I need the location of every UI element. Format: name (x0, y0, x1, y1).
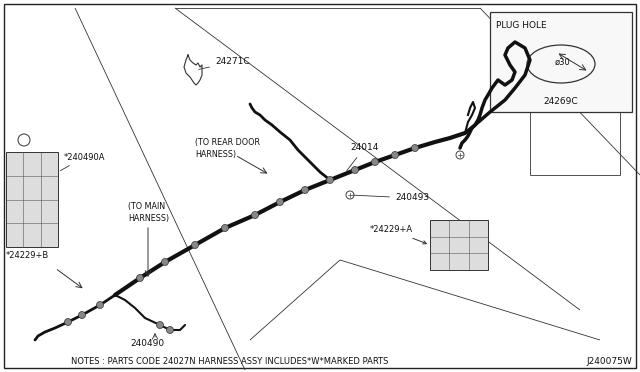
Circle shape (412, 144, 419, 151)
Bar (490, 12, 632, 112)
Text: (TO MAIN: (TO MAIN (128, 202, 165, 212)
Text: 24269C: 24269C (544, 97, 579, 106)
Circle shape (79, 311, 86, 318)
Text: (TO REAR DOOR: (TO REAR DOOR (195, 138, 260, 148)
Text: J240075W: J240075W (586, 357, 632, 366)
Circle shape (326, 176, 333, 183)
Circle shape (157, 321, 163, 328)
Circle shape (252, 212, 259, 218)
Circle shape (351, 167, 358, 173)
Text: PLUG HOLE: PLUG HOLE (496, 22, 547, 31)
Text: 240490: 240490 (130, 339, 164, 347)
Circle shape (301, 186, 308, 193)
Text: 24271C: 24271C (198, 58, 250, 70)
Text: *24229+A: *24229+A (370, 225, 426, 244)
Text: *24229+B: *24229+B (6, 251, 49, 260)
Text: *240490A: *240490A (60, 153, 106, 171)
Circle shape (65, 318, 72, 326)
Text: NOTES : PARTS CODE 24027N HARNESS ASSY INCLUDES*W*MARKED PARTS: NOTES : PARTS CODE 24027N HARNESS ASSY I… (71, 357, 388, 366)
Circle shape (371, 158, 378, 166)
Circle shape (161, 259, 168, 266)
Text: HARNESS): HARNESS) (195, 150, 236, 158)
Text: ø30: ø30 (555, 58, 571, 67)
Text: HARNESS): HARNESS) (128, 214, 169, 222)
Circle shape (392, 151, 399, 158)
Circle shape (221, 224, 228, 231)
Circle shape (97, 301, 104, 308)
Text: 240493: 240493 (353, 193, 429, 202)
Circle shape (276, 199, 284, 205)
Circle shape (136, 275, 143, 282)
Circle shape (166, 327, 173, 334)
Bar (430, 220, 488, 270)
Circle shape (191, 241, 198, 248)
Text: 24014: 24014 (347, 144, 378, 171)
Bar (6, 152, 58, 247)
